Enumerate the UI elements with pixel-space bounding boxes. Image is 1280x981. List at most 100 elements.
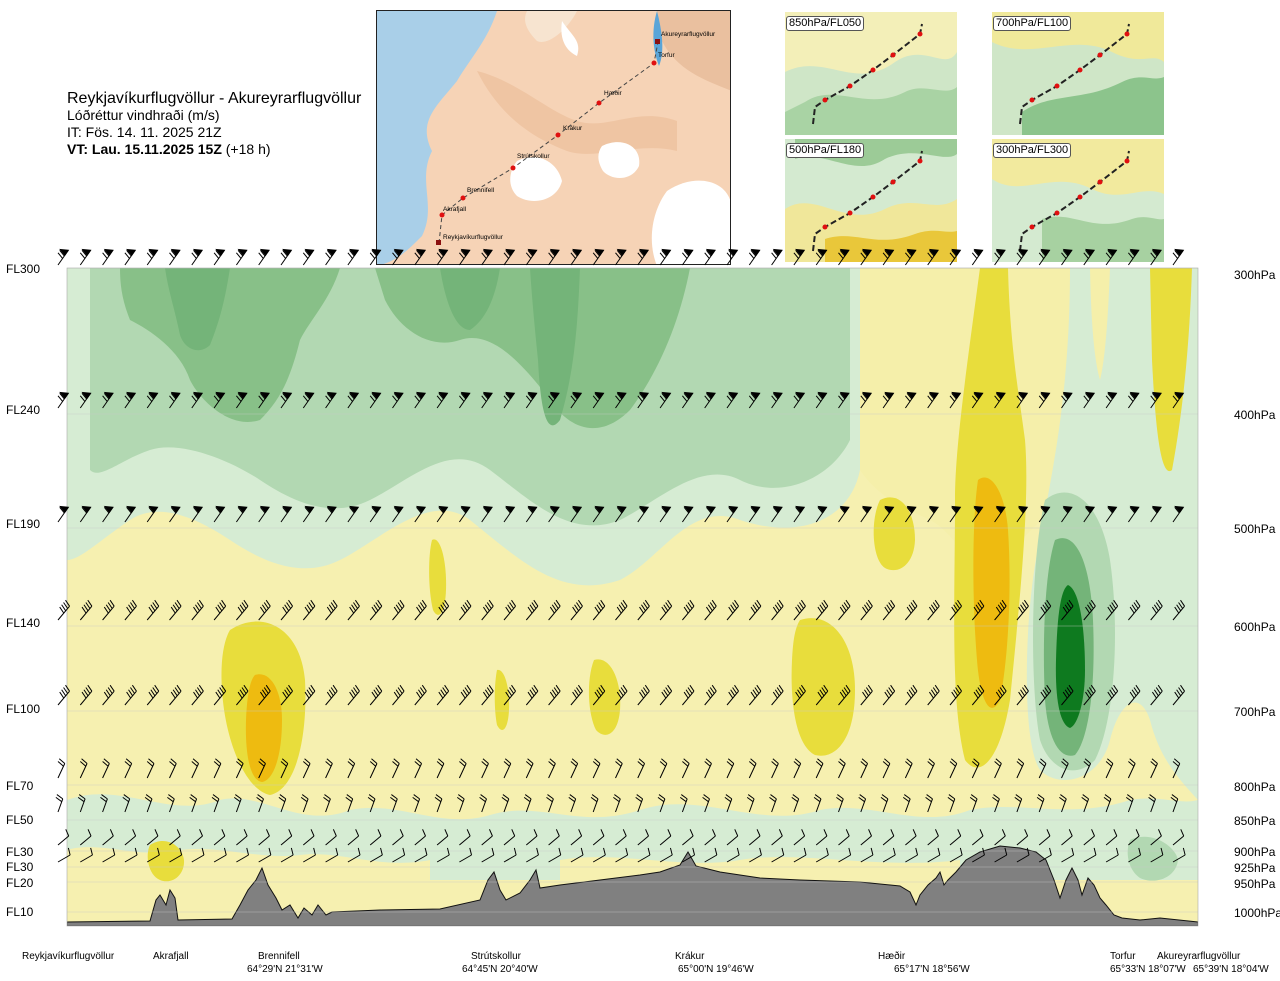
- wind-barb: [1172, 505, 1185, 523]
- fl-label: FL20: [6, 876, 34, 890]
- wind-barb: [659, 599, 673, 621]
- wind-barb: [169, 758, 177, 779]
- wind-barb: [815, 248, 828, 266]
- wind-barb: [1127, 391, 1140, 409]
- wind-barb: [525, 505, 538, 523]
- wind-barb: [258, 505, 270, 523]
- wind-barb: [724, 794, 733, 813]
- wind-barb: [994, 505, 1006, 523]
- field-strong-up-brennifell: [245, 674, 282, 782]
- hpa-label: 1000hPa: [1234, 906, 1280, 920]
- wind-barb: [838, 391, 850, 409]
- wind-barb: [793, 829, 806, 846]
- wind-barb: [1083, 248, 1096, 266]
- wind-barb: [1061, 391, 1073, 409]
- wind-barb: [748, 684, 762, 706]
- wind-barb: [570, 248, 583, 266]
- mini-map-850: 850hPa/FL050: [785, 12, 957, 135]
- wind-barb: [525, 599, 539, 621]
- wind-barb: [838, 758, 846, 779]
- wind-barb: [726, 599, 739, 621]
- wind-barb: [191, 847, 205, 863]
- wind-barb: [1172, 599, 1185, 621]
- wind-barb: [905, 599, 918, 621]
- wind-barb: [414, 391, 427, 409]
- wind-barb: [1105, 248, 1118, 266]
- wind-barb: [1036, 794, 1045, 813]
- wind-barb: [213, 758, 222, 779]
- wind-barb: [191, 684, 204, 706]
- wind-barb: [615, 829, 627, 846]
- wind-barb: [525, 758, 534, 779]
- wind-barb: [213, 599, 227, 621]
- wind-barb: [815, 684, 829, 706]
- wind-barb: [702, 794, 710, 813]
- wind-barb: [1150, 758, 1158, 779]
- wind-barb: [726, 248, 739, 266]
- wind-barb: [548, 829, 560, 846]
- mini-map-700: 700hPa/FL100: [992, 12, 1164, 135]
- wind-barb: [1038, 847, 1052, 863]
- wind-barb: [546, 794, 554, 813]
- wind-barb: [300, 794, 309, 813]
- wind-barb: [1016, 391, 1029, 409]
- field-up-blob-3: [588, 659, 621, 735]
- fl-label: FL70: [6, 779, 34, 793]
- wind-barb: [949, 599, 962, 621]
- wind-barb: [102, 684, 115, 706]
- wind-barb: [972, 847, 985, 863]
- wind-barb: [548, 847, 562, 863]
- wind-barb: [1061, 505, 1073, 523]
- wind-barb: [1081, 794, 1090, 813]
- wind-barb: [1105, 829, 1118, 846]
- wind-barb: [746, 794, 755, 813]
- wind-barb: [481, 599, 494, 621]
- wind-barb: [838, 847, 852, 863]
- wind-barb: [815, 829, 828, 846]
- wind-barb: [280, 599, 293, 621]
- wind-barb: [191, 829, 203, 846]
- wind-barb: [860, 758, 869, 779]
- wind-barb: [369, 829, 382, 846]
- wind-barb: [280, 248, 293, 266]
- wind-barb: [1061, 829, 1073, 846]
- hpa-label: 600hPa: [1234, 620, 1276, 634]
- wind-barb: [323, 794, 331, 813]
- wind-barb: [548, 758, 556, 779]
- valid-time: VT: Lau. 15.11.2025 15Z (+18 h): [67, 141, 271, 157]
- hpa-label: 900hPa: [1234, 845, 1276, 859]
- wind-barb: [169, 847, 183, 863]
- wind-barb: [436, 599, 450, 621]
- wind-barb: [525, 829, 538, 846]
- wind-barb: [590, 794, 599, 813]
- wind-barb: [146, 829, 159, 846]
- wind-barb: [146, 505, 159, 523]
- wind-barb: [681, 505, 694, 523]
- wind-barb: [548, 505, 560, 523]
- wind-barb: [459, 599, 472, 621]
- wind-barb: [191, 758, 200, 779]
- wind-barb: [459, 684, 472, 706]
- mini-map-label: 850hPa/FL050: [786, 16, 865, 31]
- wind-barb: [927, 599, 940, 621]
- wind-barb: [390, 794, 398, 813]
- wind-barb: [258, 248, 270, 266]
- wind-barb: [191, 391, 204, 409]
- wind-barb: [1128, 829, 1140, 846]
- wind-barb: [815, 758, 824, 779]
- wind-barb: [459, 829, 471, 846]
- wind-barb: [904, 391, 917, 409]
- vertical-velocity-field: [67, 268, 1198, 926]
- terrain-profile: [67, 845, 1198, 926]
- field-up-blob-5: [873, 497, 915, 571]
- wind-barb: [637, 391, 650, 409]
- wind-barb: [815, 505, 828, 523]
- wind-barb: [169, 248, 181, 266]
- wind-barb: [592, 505, 605, 523]
- wind-barb: [1128, 599, 1141, 621]
- fl-label: FL10: [6, 905, 34, 919]
- wind-barb: [793, 505, 806, 523]
- wind-barb: [325, 505, 337, 523]
- wind-barb: [256, 794, 264, 813]
- wind-barb: [392, 599, 405, 621]
